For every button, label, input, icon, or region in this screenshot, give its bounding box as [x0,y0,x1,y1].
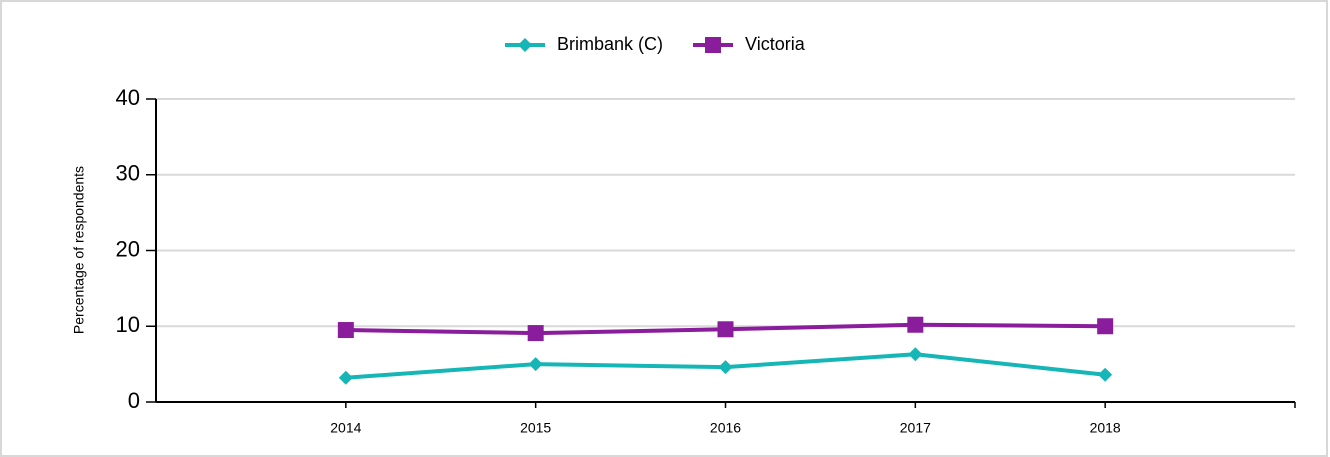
data-point [338,370,353,385]
y-tick-label: 40 [116,85,140,110]
y-tick-label: 20 [116,236,140,261]
x-tick-label: 2016 [710,420,741,436]
legend-marker [705,37,722,53]
data-point [337,322,354,339]
x-tick-label: 2017 [900,420,931,436]
x-tick-label: 2018 [1090,420,1121,436]
legend-label: Brimbank (C) [557,34,663,54]
data-point [718,360,733,375]
data-point [528,357,543,372]
legend-marker [518,38,532,52]
data-point [527,325,544,342]
y-tick-label: 0 [128,388,140,413]
y-axis-label: Percentage of respondents [71,166,87,334]
y-tick-label: 30 [116,161,140,186]
x-tick-label: 2014 [330,420,361,436]
x-tick-label: 2015 [520,420,551,436]
data-point [717,321,734,338]
data-point [1097,318,1114,335]
legend-label: Victoria [745,34,806,54]
data-point [1098,367,1113,382]
data-point [907,316,924,333]
data-point [908,347,923,362]
y-tick-label: 10 [116,312,140,337]
